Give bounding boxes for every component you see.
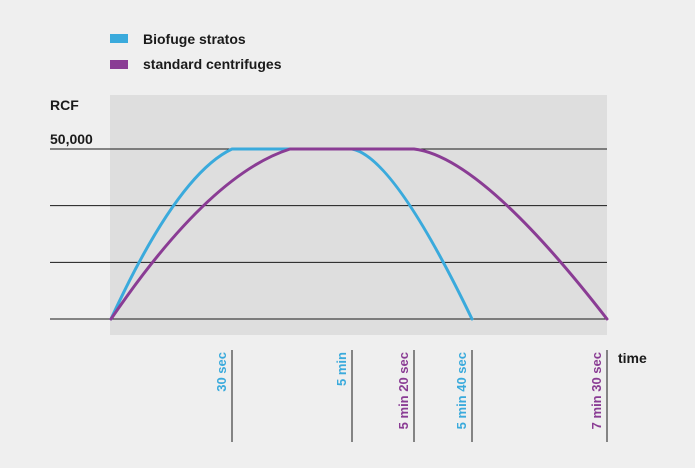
legend-label-biofuge: Biofuge stratos	[143, 31, 246, 47]
time-marker-label-0: 30 sec	[214, 352, 229, 392]
time-marker-label-3: 5 min 40 sec	[454, 352, 469, 429]
time-markers: 30 sec 5 min 5 min 20 sec 5 min 40 sec 7 min…	[214, 350, 608, 442]
plot-background	[110, 95, 607, 335]
legend-label-standard: standard centrifuges	[143, 56, 282, 72]
series-lines	[109, 147, 609, 321]
y-axis-label: RCF	[50, 97, 79, 113]
time-marker-label-4: 7 min 30 sec	[589, 352, 604, 429]
time-marker-label-1: 5 min	[334, 352, 349, 386]
series-line-1	[109, 147, 609, 321]
legend-swatch-biofuge	[110, 34, 128, 43]
x-axis-label: time	[618, 350, 647, 366]
y-tick-label-max: 50,000	[50, 131, 93, 147]
legend-swatch-standard	[110, 60, 128, 69]
time-marker-label-2: 5 min 20 sec	[396, 352, 411, 429]
legend: Biofuge stratos standard centrifuges	[110, 31, 282, 72]
